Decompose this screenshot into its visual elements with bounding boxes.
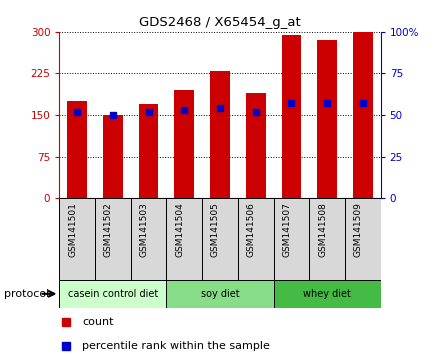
Bar (166, 198, 202, 280)
Bar (175, 90, 194, 198)
Bar (309, 198, 345, 280)
Bar (246, 93, 265, 198)
Bar (103, 115, 123, 198)
Bar (131, 198, 166, 280)
Text: GSM141507: GSM141507 (282, 202, 291, 257)
Text: soy diet: soy diet (201, 289, 239, 299)
Text: count: count (82, 317, 114, 327)
Text: whey diet: whey diet (303, 289, 351, 299)
Bar (210, 71, 230, 198)
Bar (202, 198, 238, 280)
Text: GSM141504: GSM141504 (175, 202, 184, 257)
Bar (345, 198, 381, 280)
Bar (238, 198, 274, 280)
Text: GSM141505: GSM141505 (211, 202, 220, 257)
Text: protocol: protocol (4, 289, 50, 299)
Text: percentile rank within the sample: percentile rank within the sample (82, 341, 270, 350)
Bar (166, 280, 274, 308)
Bar (67, 101, 87, 198)
Text: GSM141508: GSM141508 (318, 202, 327, 257)
Bar (139, 104, 158, 198)
Bar (59, 280, 166, 308)
Text: GDS2468 / X65454_g_at: GDS2468 / X65454_g_at (139, 16, 301, 29)
Text: GSM141506: GSM141506 (247, 202, 256, 257)
Bar (274, 280, 381, 308)
Bar (282, 35, 301, 198)
Text: GSM141503: GSM141503 (139, 202, 149, 257)
Bar (353, 32, 373, 198)
Bar (274, 198, 309, 280)
Text: casein control diet: casein control diet (68, 289, 158, 299)
Text: GSM141501: GSM141501 (68, 202, 77, 257)
Bar (59, 198, 95, 280)
Bar (317, 40, 337, 198)
Bar (95, 198, 131, 280)
Text: GSM141502: GSM141502 (104, 202, 113, 257)
Text: GSM141509: GSM141509 (354, 202, 363, 257)
